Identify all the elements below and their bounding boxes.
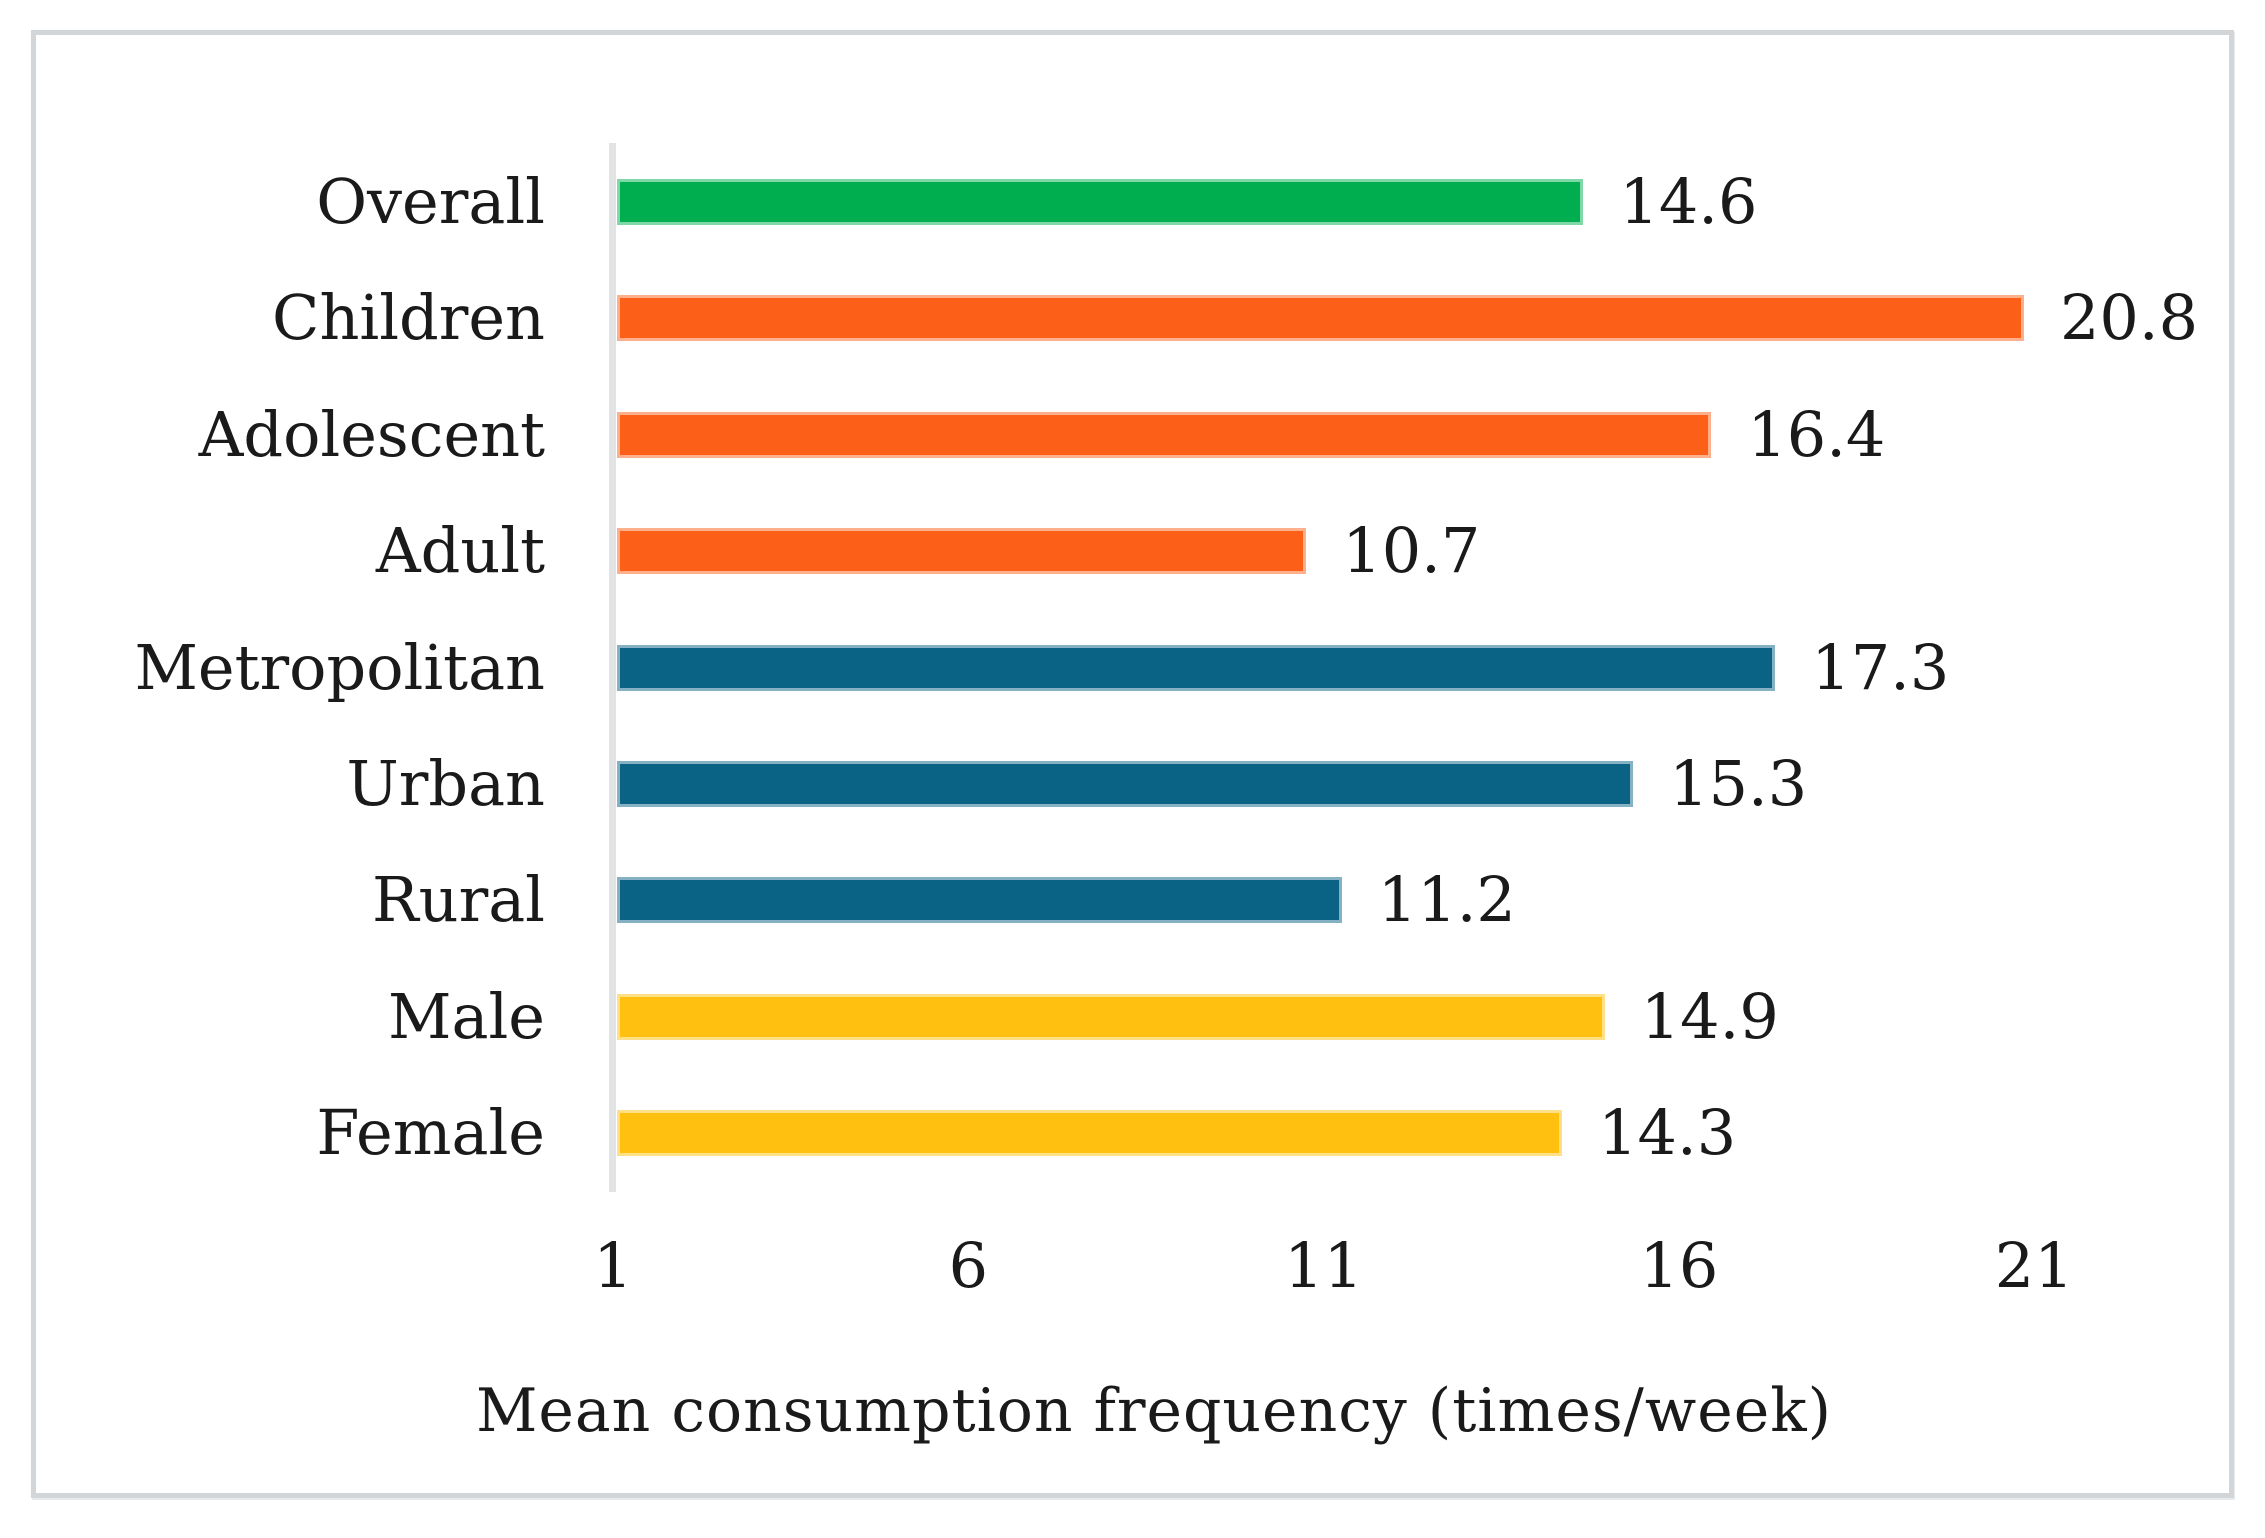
value-label-overall: 14.6 [1619,165,1758,238]
category-label-rural: Rural [371,863,545,937]
category-label-female: Female [316,1096,545,1170]
value-label-children: 20.8 [2059,281,2199,355]
x-tick-6: 6 [948,1229,989,1302]
value-label-adult: 10.7 [1342,514,1481,588]
bar-male [617,993,1605,1040]
x-tick-1: 1 [593,1229,633,1302]
x-tick-16: 16 [1639,1229,1719,1302]
bar-rural [617,877,1342,924]
category-label-urban: Urban [346,747,545,820]
value-label-rural: 11.2 [1377,863,1516,937]
category-label-male: Male [388,979,545,1053]
bar-children [617,295,2024,342]
category-label-adult: Adult [375,514,545,588]
x-axis-title: Mean consumption frequency (times/week) [475,1376,1833,1446]
value-label-adolescent: 16.4 [1747,397,1886,471]
category-label-metropolitan: Metropolitan [134,630,545,704]
value-label-female: 14.3 [1598,1096,1737,1170]
bar-female [617,1110,1563,1157]
bar-metropolitan [617,644,1776,691]
bar-adolescent [617,411,1712,458]
bar-urban [617,761,1634,807]
bar-overall [617,179,1584,225]
value-label-urban: 15.3 [1669,747,1808,820]
x-tick-21: 21 [1994,1229,2074,1302]
y-axis-line [609,143,616,1192]
value-label-metropolitan: 17.3 [1811,630,1950,704]
category-label-adolescent: Adolescent [198,397,545,471]
category-label-children: Children [272,281,545,355]
value-label-male: 14.9 [1640,979,1779,1053]
bar-adult [617,528,1307,575]
category-label-overall: Overall [316,165,545,238]
x-tick-11: 11 [1284,1229,1364,1302]
